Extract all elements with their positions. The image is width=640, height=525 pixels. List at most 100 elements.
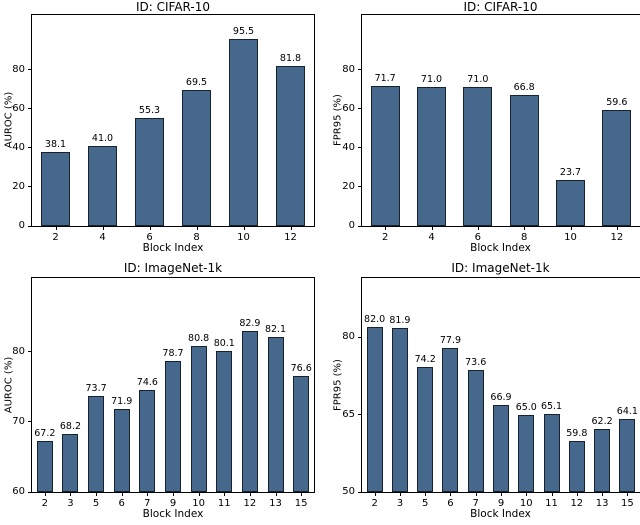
x-tick-mark <box>501 492 502 496</box>
bar-value-label: 65.0 <box>515 402 537 413</box>
bar-value-label: 95.5 <box>232 26 255 37</box>
x-tick-label: 12 <box>243 498 257 509</box>
x-tick-label: 9 <box>497 498 505 509</box>
y-tick-mark <box>28 108 32 110</box>
bar <box>182 90 211 226</box>
x-tick-label: 6 <box>146 232 153 243</box>
bar <box>139 390 155 492</box>
y-tick-mark <box>28 186 32 188</box>
x-tick-label: 8 <box>520 232 528 243</box>
x-tick-mark <box>147 492 148 496</box>
bar-value-label: 81.8 <box>279 53 302 64</box>
bar <box>417 87 446 226</box>
y-tick-mark <box>358 108 362 110</box>
bar-value-label: 41.0 <box>91 133 114 144</box>
x-tick-label: 10 <box>564 232 577 243</box>
x-tick-label: 11 <box>545 498 558 509</box>
x-tick-mark <box>197 226 198 230</box>
x-tick-label: 7 <box>472 498 479 509</box>
x-tick-label: 12 <box>284 232 297 243</box>
x-tick-label: 12 <box>610 232 624 243</box>
chart-title: ID: ImageNet-1k <box>451 261 550 275</box>
bar <box>569 441 585 492</box>
bar <box>88 396 104 492</box>
bar <box>62 434 78 492</box>
x-tick-label: 11 <box>217 498 231 509</box>
y-tick-mark <box>358 491 362 493</box>
x-tick-mark <box>476 492 477 496</box>
x-tick-label: 10 <box>237 232 250 243</box>
x-tick-label: 6 <box>118 498 125 509</box>
bar <box>619 419 635 492</box>
bar-value-label: 59.6 <box>606 97 628 108</box>
x-tick-mark <box>45 492 46 496</box>
bar <box>88 146 117 226</box>
x-tick-mark <box>173 492 174 496</box>
bar-value-label: 38.1 <box>44 139 67 150</box>
bar <box>392 328 408 492</box>
bar <box>442 348 458 492</box>
x-tick-label: 6 <box>474 232 482 243</box>
bar-value-label: 64.1 <box>616 406 638 417</box>
bar-value-label: 69.5 <box>185 77 208 88</box>
bar-value-label: 80.1 <box>213 338 235 349</box>
chart-title: ID: CIFAR-10 <box>135 0 210 14</box>
x-tick-label: 9 <box>169 498 177 509</box>
x-tick-mark <box>250 492 251 496</box>
bar <box>417 367 433 492</box>
x-tick-mark <box>432 226 433 230</box>
y-tick-label: 40 <box>12 141 25 153</box>
plot-area: 0 20 40 60 80 71.7 2 71.0 4 71.0 6 66.8 8 23.7 10 59.6 1… <box>342 14 640 243</box>
x-tick-label: 12 <box>570 498 584 509</box>
bar <box>165 361 181 492</box>
x-tick-mark <box>571 226 572 230</box>
bar <box>463 87 492 226</box>
x-tick-label: 3 <box>396 498 404 509</box>
y-tick-mark <box>28 421 32 423</box>
bar-value-label: 73.6 <box>465 357 487 368</box>
bar <box>268 337 284 492</box>
bar <box>229 39 258 226</box>
x-tick-mark <box>385 226 386 230</box>
bar <box>493 405 509 492</box>
x-tick-mark <box>150 226 151 230</box>
bar <box>276 66 305 226</box>
x-tick-mark <box>56 226 57 230</box>
y-tick-label: 60 <box>342 102 355 114</box>
x-tick-mark <box>627 492 628 496</box>
bar <box>602 110 631 226</box>
x-tick-label: 2 <box>381 232 389 243</box>
x-tick-mark <box>122 492 123 496</box>
bar-value-label: 78.7 <box>162 348 184 359</box>
bar-value-label: 74.6 <box>136 377 158 388</box>
bar-value-label: 59.8 <box>566 428 588 439</box>
x-tick-mark <box>199 492 200 496</box>
bar-value-label: 71.0 <box>420 74 443 85</box>
x-tick-mark <box>450 492 451 496</box>
x-tick-mark <box>224 492 225 496</box>
x-tick-mark <box>526 492 527 496</box>
x-tick-label: 15 <box>294 498 308 509</box>
bar-value-label: 66.8 <box>513 82 535 93</box>
x-tick-mark <box>577 492 578 496</box>
y-tick-mark <box>358 414 362 416</box>
x-tick-label: 2 <box>371 498 378 509</box>
bar-value-label: 73.7 <box>85 383 107 394</box>
bar <box>594 429 610 492</box>
bar <box>191 346 207 492</box>
y-tick-label: 50 <box>342 486 355 497</box>
x-tick-label: 15 <box>620 498 634 509</box>
bar-value-label: 65.1 <box>540 401 563 412</box>
bar <box>468 370 484 492</box>
x-tick-label: 5 <box>421 498 429 509</box>
y-tick-mark <box>28 351 32 353</box>
bar-value-label: 71.9 <box>111 396 133 407</box>
x-axis-label: Block Index <box>470 242 531 254</box>
bar <box>216 351 232 492</box>
chart-title: ID: ImageNet-1k <box>123 261 223 275</box>
y-tick-label: 0 <box>18 220 25 231</box>
x-tick-mark <box>524 226 525 230</box>
bar <box>293 376 309 492</box>
bar-value-label: 62.2 <box>591 416 613 427</box>
